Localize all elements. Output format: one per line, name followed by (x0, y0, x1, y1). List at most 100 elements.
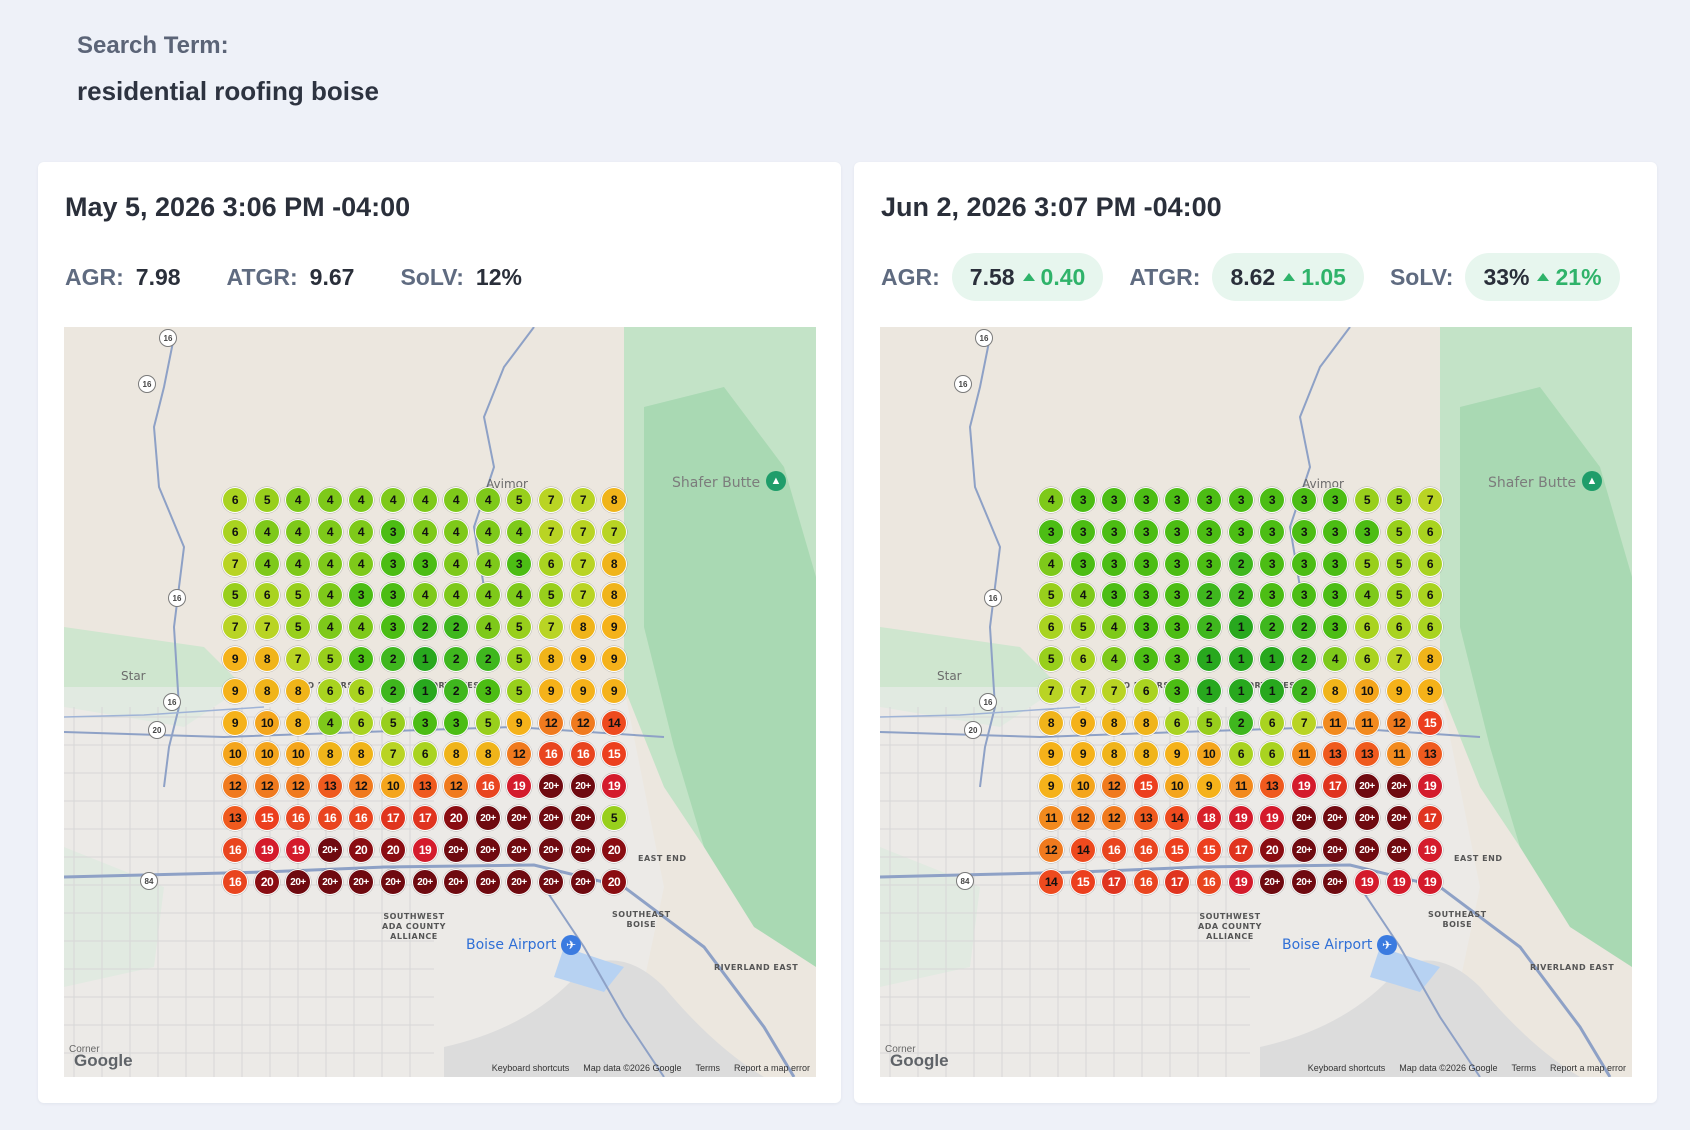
attribution-item-2[interactable]: Terms (1511, 1063, 1536, 1073)
rank-pin[interactable]: 8 (254, 678, 280, 704)
rank-pin[interactable]: 7 (380, 741, 406, 767)
rank-pin[interactable]: 10 (1196, 741, 1222, 767)
rank-pin[interactable]: 7 (222, 551, 248, 577)
rank-pin[interactable]: 16 (222, 869, 248, 895)
rank-pin[interactable]: 20+ (475, 837, 501, 863)
rank-pin[interactable]: 5 (1070, 614, 1096, 640)
attribution-item-0[interactable]: Keyboard shortcuts (1307, 1063, 1386, 1073)
rank-pin[interactable]: 4 (285, 487, 311, 513)
rank-pin[interactable]: 7 (538, 487, 564, 513)
rank-pin[interactable]: 7 (601, 519, 627, 545)
rank-pin[interactable]: 8 (254, 646, 280, 672)
rank-pin[interactable]: 6 (1417, 582, 1443, 608)
rank-pin[interactable]: 4 (475, 487, 501, 513)
rank-pin[interactable]: 20+ (475, 869, 501, 895)
rank-pin[interactable]: 16 (222, 837, 248, 863)
rank-pin[interactable]: 9 (570, 646, 596, 672)
rank-pin[interactable]: 20+ (443, 869, 469, 895)
rank-pin[interactable]: 11 (1228, 773, 1254, 799)
rank-pin[interactable]: 5 (601, 805, 627, 831)
rank-pin[interactable]: 3 (1291, 519, 1317, 545)
rank-pin[interactable]: 6 (317, 678, 343, 704)
rank-pin[interactable]: 15 (1070, 869, 1096, 895)
rank-pin[interactable]: 13 (1417, 741, 1443, 767)
rank-pin[interactable]: 4 (317, 710, 343, 736)
rank-pin[interactable]: 2 (380, 678, 406, 704)
rank-pin[interactable]: 20+ (538, 773, 564, 799)
rank-pin[interactable]: 3 (1322, 614, 1348, 640)
rank-pin[interactable]: 4 (348, 614, 374, 640)
rank-pin[interactable]: 4 (475, 519, 501, 545)
rank-pin[interactable]: 20+ (538, 869, 564, 895)
rank-pin[interactable]: 9 (538, 678, 564, 704)
rank-pin[interactable]: 15 (1417, 710, 1443, 736)
rank-pin[interactable]: 16 (1133, 869, 1159, 895)
rank-pin[interactable]: 4 (317, 487, 343, 513)
rank-pin[interactable]: 2 (443, 614, 469, 640)
rank-pin[interactable]: 6 (1386, 614, 1412, 640)
rank-pin[interactable]: 9 (1164, 741, 1190, 767)
rank-pin[interactable]: 4 (443, 519, 469, 545)
rank-pin[interactable]: 2 (412, 614, 438, 640)
rank-pin[interactable]: 20+ (1322, 869, 1348, 895)
rank-pin[interactable]: 20+ (1354, 805, 1380, 831)
rank-pin[interactable]: 20+ (380, 869, 406, 895)
rank-pin[interactable]: 12 (254, 773, 280, 799)
rank-pin[interactable]: 11 (1038, 805, 1064, 831)
rank-pin[interactable]: 16 (348, 805, 374, 831)
rank-pin[interactable]: 8 (1417, 646, 1443, 672)
rank-pin[interactable]: 12 (570, 710, 596, 736)
rank-pin[interactable]: 10 (285, 741, 311, 767)
rank-pin[interactable]: 2 (1291, 646, 1317, 672)
attribution-item-0[interactable]: Keyboard shortcuts (491, 1063, 570, 1073)
rank-pin[interactable]: 3 (1133, 551, 1159, 577)
rank-pin[interactable]: 4 (348, 487, 374, 513)
rank-pin[interactable]: 4 (254, 519, 280, 545)
rank-pin[interactable]: 3 (412, 710, 438, 736)
rank-pin[interactable]: 8 (601, 582, 627, 608)
rank-pin[interactable]: 2 (1291, 614, 1317, 640)
rank-pin[interactable]: 8 (348, 741, 374, 767)
rank-pin[interactable]: 7 (1386, 646, 1412, 672)
rank-pin[interactable]: 6 (254, 582, 280, 608)
rank-pin[interactable]: 4 (412, 519, 438, 545)
rank-pin[interactable]: 11 (1354, 710, 1380, 736)
attribution-item-1[interactable]: Map data ©2026 Google (1399, 1063, 1498, 1073)
rank-pin[interactable]: 15 (1133, 773, 1159, 799)
rank-pin[interactable]: 3 (475, 678, 501, 704)
rank-pin[interactable]: 16 (538, 741, 564, 767)
rank-pin[interactable]: 3 (1322, 582, 1348, 608)
rank-pin[interactable]: 18 (1196, 805, 1222, 831)
rank-pin[interactable]: 4 (443, 582, 469, 608)
rank-pin[interactable]: 19 (1417, 773, 1443, 799)
rank-pin[interactable]: 5 (506, 646, 532, 672)
rank-pin[interactable]: 5 (317, 646, 343, 672)
rank-pin[interactable]: 3 (1101, 551, 1127, 577)
rank-pin[interactable]: 6 (412, 741, 438, 767)
rank-pin[interactable]: 5 (1196, 710, 1222, 736)
rank-pin[interactable]: 1 (1228, 678, 1254, 704)
rank-pin[interactable]: 3 (1164, 646, 1190, 672)
rank-pin[interactable]: 13 (1133, 805, 1159, 831)
rank-pin[interactable]: 19 (412, 837, 438, 863)
rank-pin[interactable]: 3 (380, 614, 406, 640)
rank-pin[interactable]: 5 (1386, 519, 1412, 545)
rank-pin[interactable]: 2 (1196, 582, 1222, 608)
rank-pin[interactable]: 3 (1164, 582, 1190, 608)
rank-pin[interactable]: 4 (1038, 551, 1064, 577)
rank-pin[interactable]: 7 (570, 582, 596, 608)
rank-pin[interactable]: 12 (1070, 805, 1096, 831)
rank-pin[interactable]: 1 (1259, 678, 1285, 704)
rank-pin[interactable]: 19 (1259, 805, 1285, 831)
rank-pin[interactable]: 10 (1070, 773, 1096, 799)
rank-pin[interactable]: 4 (506, 519, 532, 545)
rank-pin[interactable]: 1 (412, 678, 438, 704)
rank-pin[interactable]: 11 (1322, 710, 1348, 736)
rank-pin[interactable]: 3 (412, 551, 438, 577)
rank-pin[interactable]: 12 (1101, 773, 1127, 799)
rank-pin[interactable]: 6 (1354, 646, 1380, 672)
rank-pin[interactable]: 3 (380, 582, 406, 608)
rank-pin[interactable]: 13 (412, 773, 438, 799)
rank-pin[interactable]: 4 (412, 487, 438, 513)
rank-pin[interactable]: 1 (1196, 678, 1222, 704)
